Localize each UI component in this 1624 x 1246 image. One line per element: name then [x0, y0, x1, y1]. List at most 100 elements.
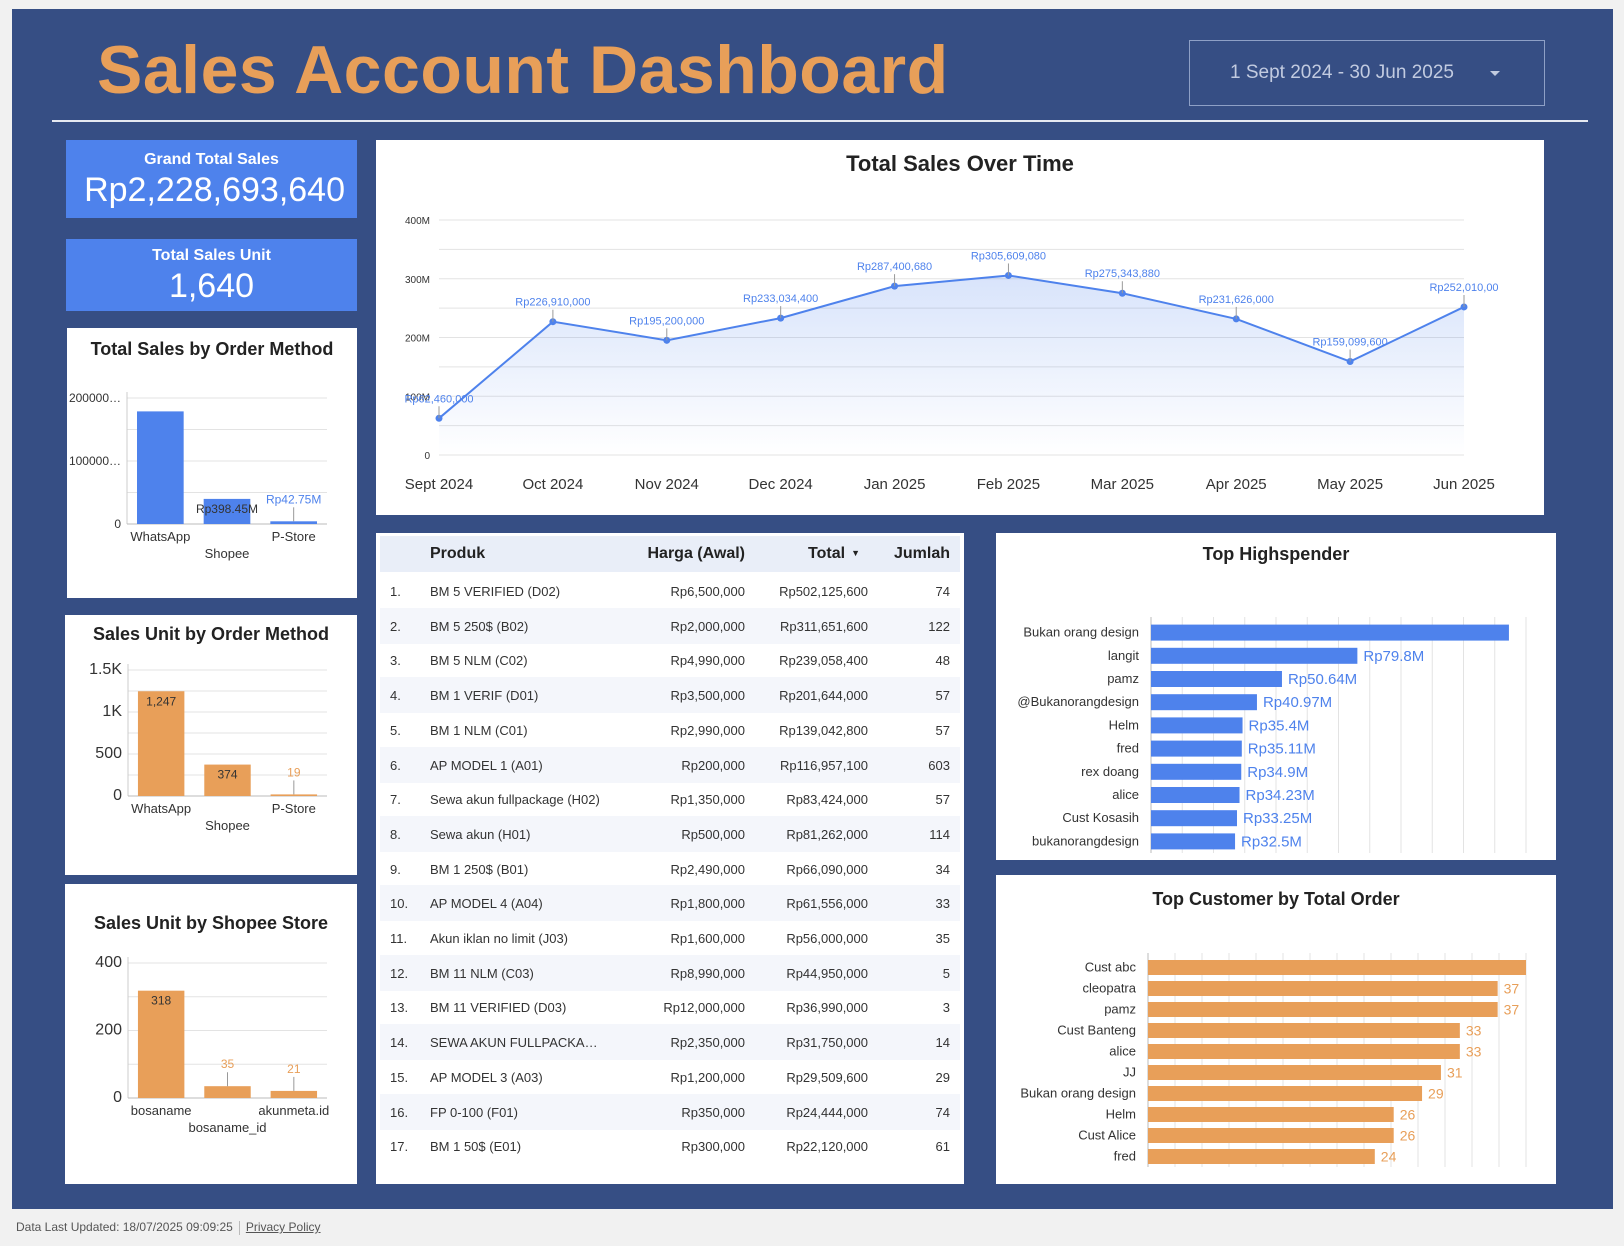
kpi-total-units: Total Sales Unit 1,640: [66, 239, 357, 311]
y-tick-label: 400M: [405, 216, 430, 227]
privacy-policy-link[interactable]: Privacy Policy: [245, 1220, 321, 1234]
table-row[interactable]: 8. Sewa akun (H01) Rp500,000 Rp81,262,000 11…: [380, 815, 960, 852]
bar: [1148, 981, 1498, 996]
bar: [1151, 763, 1242, 780]
kpi-total-units-label: Total Sales Unit: [152, 247, 271, 264]
table-row[interactable]: 17. BM 1 50$ (E01) Rp300,000 Rp22,120,000 61: [380, 1128, 960, 1164]
category-label: JJ: [1123, 1065, 1136, 1080]
y-tick-label: 0: [113, 787, 122, 804]
cell-produk: BM 5 VERIFIED (D02): [430, 584, 561, 599]
row-number: 5.: [390, 722, 401, 738]
x-tick-label: Sept 2024: [405, 476, 473, 493]
category-label: Cust Kosasih: [1062, 810, 1139, 825]
row-number: 14.: [390, 1035, 409, 1051]
row-number: 4.: [390, 688, 401, 704]
x-tick-label: May 2025: [1317, 476, 1383, 493]
cell-total: Rp61,556,000: [786, 896, 868, 912]
cell-total: Rp36,990,000: [786, 1000, 868, 1016]
table-row[interactable]: 2. BM 5 250$ (B02) Rp2,000,000 Rp311,651,60…: [380, 607, 960, 644]
bar: [204, 764, 251, 796]
data-label: 26: [1400, 1107, 1416, 1123]
y-tick-label: 200000…: [69, 391, 121, 405]
category-label: rex doang: [1081, 764, 1139, 779]
last-updated-text: Data Last Updated: 18/07/2025 09:09:25: [16, 1220, 233, 1234]
bar: [137, 691, 185, 796]
cell-produk: Sewa akun (H01): [430, 826, 531, 842]
cell-jumlah: 122: [928, 618, 950, 634]
table-row[interactable]: 10. AP MODEL 4 (A04) Rp1,800,000 Rp61,556,0…: [380, 885, 960, 922]
table-row[interactable]: 15. AP MODEL 3 (A03) Rp1,200,000 Rp29,509,6…: [380, 1059, 960, 1095]
date-range-picker[interactable]: 1 Sept 2024 - 30 Jun 2025: [1189, 40, 1545, 106]
data-label: Rp275,343,880: [1085, 268, 1160, 280]
table-row[interactable]: 12. BM 11 NLM (C03) Rp8,990,000 Rp44,950,00…: [380, 954, 960, 991]
cell-total: Rp116,957,100: [780, 757, 868, 773]
chart-top-customer: Cust abc cleopatra 37 pamz 37 Cust Banteng 33 a…: [1020, 953, 1527, 1167]
col-jumlah-header[interactable]: Jumlah: [893, 545, 950, 562]
data-label: 1,247: [146, 694, 176, 708]
card-sales-by-method: Total Sales by Order Method 0 100000… 2000…: [67, 328, 357, 598]
kpi-total-units-value: 1,640: [168, 267, 255, 305]
table-row[interactable]: 3. BM 5 NLM (C02) Rp4,990,000 Rp239,058,400…: [380, 642, 960, 678]
table-row[interactable]: 16. FP 0-100 (F01) Rp350,000 Rp24,444,000 74: [380, 1093, 960, 1130]
cell-jumlah: 5: [942, 965, 950, 981]
data-label: Rp398.45M: [196, 502, 258, 516]
cell-jumlah: 61: [935, 1139, 950, 1155]
row-number: 13.: [390, 1000, 409, 1016]
table-row[interactable]: 6. AP MODEL 1 (A01) Rp200,000 Rp116,957,100…: [380, 746, 960, 783]
bar: [1148, 1065, 1441, 1080]
category-label: Helm: [1106, 1107, 1136, 1122]
cell-total: Rp83,424,000: [786, 792, 868, 808]
table-row[interactable]: 9. BM 1 250$ (B01) Rp2,490,000 Rp66,090,000…: [380, 851, 960, 887]
table-row[interactable]: 13. BM 11 VERIFIED (D03) Rp12,000,000 Rp36,…: [380, 989, 960, 1025]
cell-total: Rp66,090,000: [786, 861, 868, 877]
data-label: 318: [151, 994, 171, 1008]
bar: [1148, 1002, 1498, 1017]
table-row[interactable]: 11. Akun iklan no limit (J03) Rp1,600,000 R…: [380, 920, 960, 956]
col-total-header[interactable]: Total ▼: [808, 545, 860, 563]
table-row[interactable]: 14. SEWA AKUN FULLPACKA… Rp2,350,000 Rp31,7…: [380, 1024, 960, 1061]
cell-produk: SEWA AKUN FULLPACKA…: [430, 1035, 598, 1051]
category-label: bukanorangdesign: [1032, 833, 1139, 848]
cell-produk: Akun iklan no limit (J03): [430, 931, 568, 946]
category-label: langit: [1108, 648, 1139, 663]
cell-produk: BM 1 VERIF (D01): [430, 688, 539, 704]
cell-produk: BM 5 250$ (B02): [430, 618, 529, 634]
cell-total: Rp81,262,000: [786, 826, 868, 842]
table-row[interactable]: 4. BM 1 VERIF (D01) Rp3,500,000 Rp201,644,0…: [380, 677, 960, 714]
data-point: [1232, 315, 1240, 323]
area-fill: [439, 275, 1464, 455]
chart-title: Total Sales Over Time: [846, 151, 1074, 176]
cell-jumlah: 57: [935, 688, 950, 704]
data-label: 19: [287, 765, 301, 779]
cell-harga: Rp1,350,000: [670, 792, 745, 808]
category-label: Cust Alice: [1078, 1128, 1136, 1143]
table-row[interactable]: 7. Sewa akun fullpackage (H02) Rp1,350,000…: [380, 781, 960, 817]
row-number: 10.: [390, 896, 409, 912]
y-tick-label: 300M: [405, 275, 430, 286]
data-label: Rp62,460,000: [404, 393, 473, 405]
col-produk-header[interactable]: Produk: [430, 545, 486, 562]
data-label: 37: [1504, 1002, 1520, 1018]
data-label: Rp34.9M: [1247, 764, 1308, 781]
chart-title: Sales Unit by Order Method: [92, 624, 330, 644]
data-label: Rp50.64M: [1288, 671, 1357, 688]
col-harga-header[interactable]: Harga (Awal): [647, 545, 745, 562]
bar: [1151, 787, 1240, 803]
kpi-grand-total-label: Grand Total Sales: [144, 151, 279, 168]
table-row[interactable]: 1. BM 5 VERIFIED (D02) Rp6,500,000 Rp502,12…: [380, 573, 960, 609]
table-row[interactable]: 5. BM 1 NLM (C01) Rp2,990,000 Rp139,042,800…: [380, 712, 960, 748]
cell-produk: Sewa akun fullpackage (H02): [430, 792, 600, 808]
x-tick-label: akunmeta.id: [258, 1103, 329, 1118]
cell-jumlah: 74: [935, 584, 950, 599]
bar: [137, 990, 185, 1098]
cell-total: Rp44,950,000: [786, 965, 868, 981]
x-tick-label: Jan 2025: [864, 476, 926, 493]
card-sales-over-time: Total Sales Over Time 0 100M 200M 300M 400M R…: [376, 140, 1544, 515]
cell-total: Rp201,644,000: [779, 688, 868, 704]
category-label: Cust abc: [1085, 960, 1137, 975]
row-number: 9.: [390, 861, 401, 877]
bar: [137, 411, 184, 524]
category-label: Helm: [1109, 717, 1139, 732]
y-tick-label: 400: [95, 954, 122, 971]
dashboard-canvas: Sales Account Dashboard 1 Sept 2024 - 30…: [12, 9, 1613, 1209]
